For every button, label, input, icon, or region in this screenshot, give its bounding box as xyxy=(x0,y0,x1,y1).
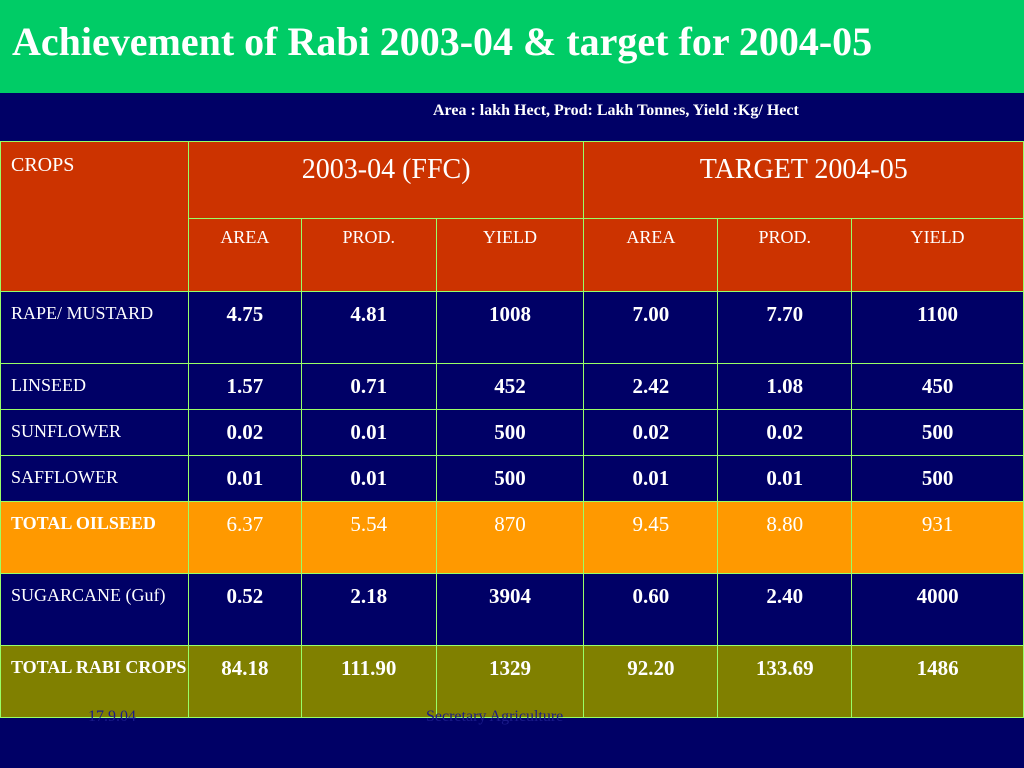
table-cell: 500 xyxy=(851,409,1024,456)
header-row-subcols: AREA PROD. YIELD AREA PROD. YIELD xyxy=(1,218,1024,292)
crop-name: RAPE/ MUSTARD xyxy=(0,291,189,364)
table-cell: 2.18 xyxy=(300,573,437,646)
table-cell: 500 xyxy=(851,455,1024,502)
table-row-total-oilseed: TOTAL OILSEED 6.37 5.54 870 9.45 8.80 93… xyxy=(0,501,1024,574)
table-cell: 870 xyxy=(435,501,585,574)
sub-header-prod: PROD. xyxy=(717,218,853,292)
table-cell: 4.81 xyxy=(300,291,437,364)
table-row: SUGARCANE (Guf) 0.52 2.18 3904 0.60 2.40… xyxy=(0,573,1024,646)
title-bar: Achievement of Rabi 2003-04 & target for… xyxy=(0,0,1024,93)
slide-title: Achievement of Rabi 2003-04 & target for… xyxy=(12,19,873,64)
table-cell: 92.20 xyxy=(583,645,719,718)
footer-date: 17.9.04 xyxy=(88,708,136,725)
table-cell: 3904 xyxy=(435,573,585,646)
sub-header-prod: PROD. xyxy=(300,218,437,292)
sub-header-yield: YIELD xyxy=(435,218,585,292)
table-cell: 450 xyxy=(851,363,1024,410)
table-cell: 7.70 xyxy=(717,291,853,364)
table-cell: 5.54 xyxy=(300,501,437,574)
table-cell: 0.01 xyxy=(717,455,853,502)
table-cell: 1008 xyxy=(435,291,585,364)
table-row: RAPE/ MUSTARD 4.75 4.81 1008 7.00 7.70 1… xyxy=(0,291,1024,364)
table-cell: 0.01 xyxy=(300,409,437,456)
crop-name: LINSEED xyxy=(0,363,189,410)
table-cell: 133.69 xyxy=(717,645,853,718)
table-cell: 0.52 xyxy=(187,573,302,646)
table-cell: 0.01 xyxy=(583,455,719,502)
table-cell: 0.01 xyxy=(300,455,437,502)
table-cell: 6.37 xyxy=(187,501,302,574)
table-cell: 0.02 xyxy=(583,409,719,456)
header-row-groups: CROPS 2003-04 (FFC) TARGET 2004-05 xyxy=(0,141,1024,292)
table-cell: 931 xyxy=(851,501,1024,574)
sub-header-area: AREA xyxy=(583,218,719,292)
units-note: Area : lakh Hect, Prod: Lakh Tonnes, Yie… xyxy=(433,102,799,119)
table-cell: 0.02 xyxy=(187,409,302,456)
table-row: SUNFLOWER 0.02 0.01 500 0.02 0.02 500 xyxy=(0,409,1024,456)
table-row: SAFFLOWER 0.01 0.01 500 0.01 0.01 500 xyxy=(0,455,1024,502)
sub-header-yield: YIELD xyxy=(851,218,1024,292)
footer-center-text: Secretary Agriculture xyxy=(426,708,564,725)
crop-name: TOTAL RABI CROPS xyxy=(0,645,189,718)
table-cell: 1.08 xyxy=(717,363,853,410)
table-cell: 7.00 xyxy=(583,291,719,364)
group-header-target: TARGET 2004-05 xyxy=(583,141,1024,219)
table-cell: 0.02 xyxy=(717,409,853,456)
table-cell: 0.01 xyxy=(187,455,302,502)
table-row-total-rabi: TOTAL RABI CROPS 84.18 111.90 1329 92.20… xyxy=(0,645,1024,718)
table-cell: 9.45 xyxy=(583,501,719,574)
group-header-ffc: 2003-04 (FFC) xyxy=(187,141,585,219)
table-cell: 4.75 xyxy=(187,291,302,364)
table-cell: 452 xyxy=(435,363,585,410)
table-cell: 0.71 xyxy=(300,363,437,410)
crop-name: SUNFLOWER xyxy=(0,409,189,456)
crops-header: CROPS xyxy=(0,141,189,292)
table-cell: 500 xyxy=(435,455,585,502)
table-cell: 8.80 xyxy=(717,501,853,574)
table-cell: 111.90 xyxy=(300,645,437,718)
table-cell: 1329 xyxy=(435,645,585,718)
table-cell: 1486 xyxy=(851,645,1024,718)
crop-name: SUGARCANE (Guf) xyxy=(0,573,189,646)
table-cell: 2.42 xyxy=(583,363,719,410)
table-cell: 0.60 xyxy=(583,573,719,646)
table-cell: 1.57 xyxy=(187,363,302,410)
crop-name: TOTAL OILSEED xyxy=(0,501,189,574)
crop-name: SAFFLOWER xyxy=(0,455,189,502)
crop-table: CROPS 2003-04 (FFC) TARGET 2004-05 AREA … xyxy=(0,141,1024,718)
table-cell: 500 xyxy=(435,409,585,456)
table-cell: 84.18 xyxy=(187,645,302,718)
table-cell: 1100 xyxy=(851,291,1024,364)
table-cell: 4000 xyxy=(851,573,1024,646)
table-row: LINSEED 1.57 0.71 452 2.42 1.08 450 xyxy=(0,363,1024,410)
table-cell: 2.40 xyxy=(717,573,853,646)
sub-header-area: AREA xyxy=(187,218,302,292)
